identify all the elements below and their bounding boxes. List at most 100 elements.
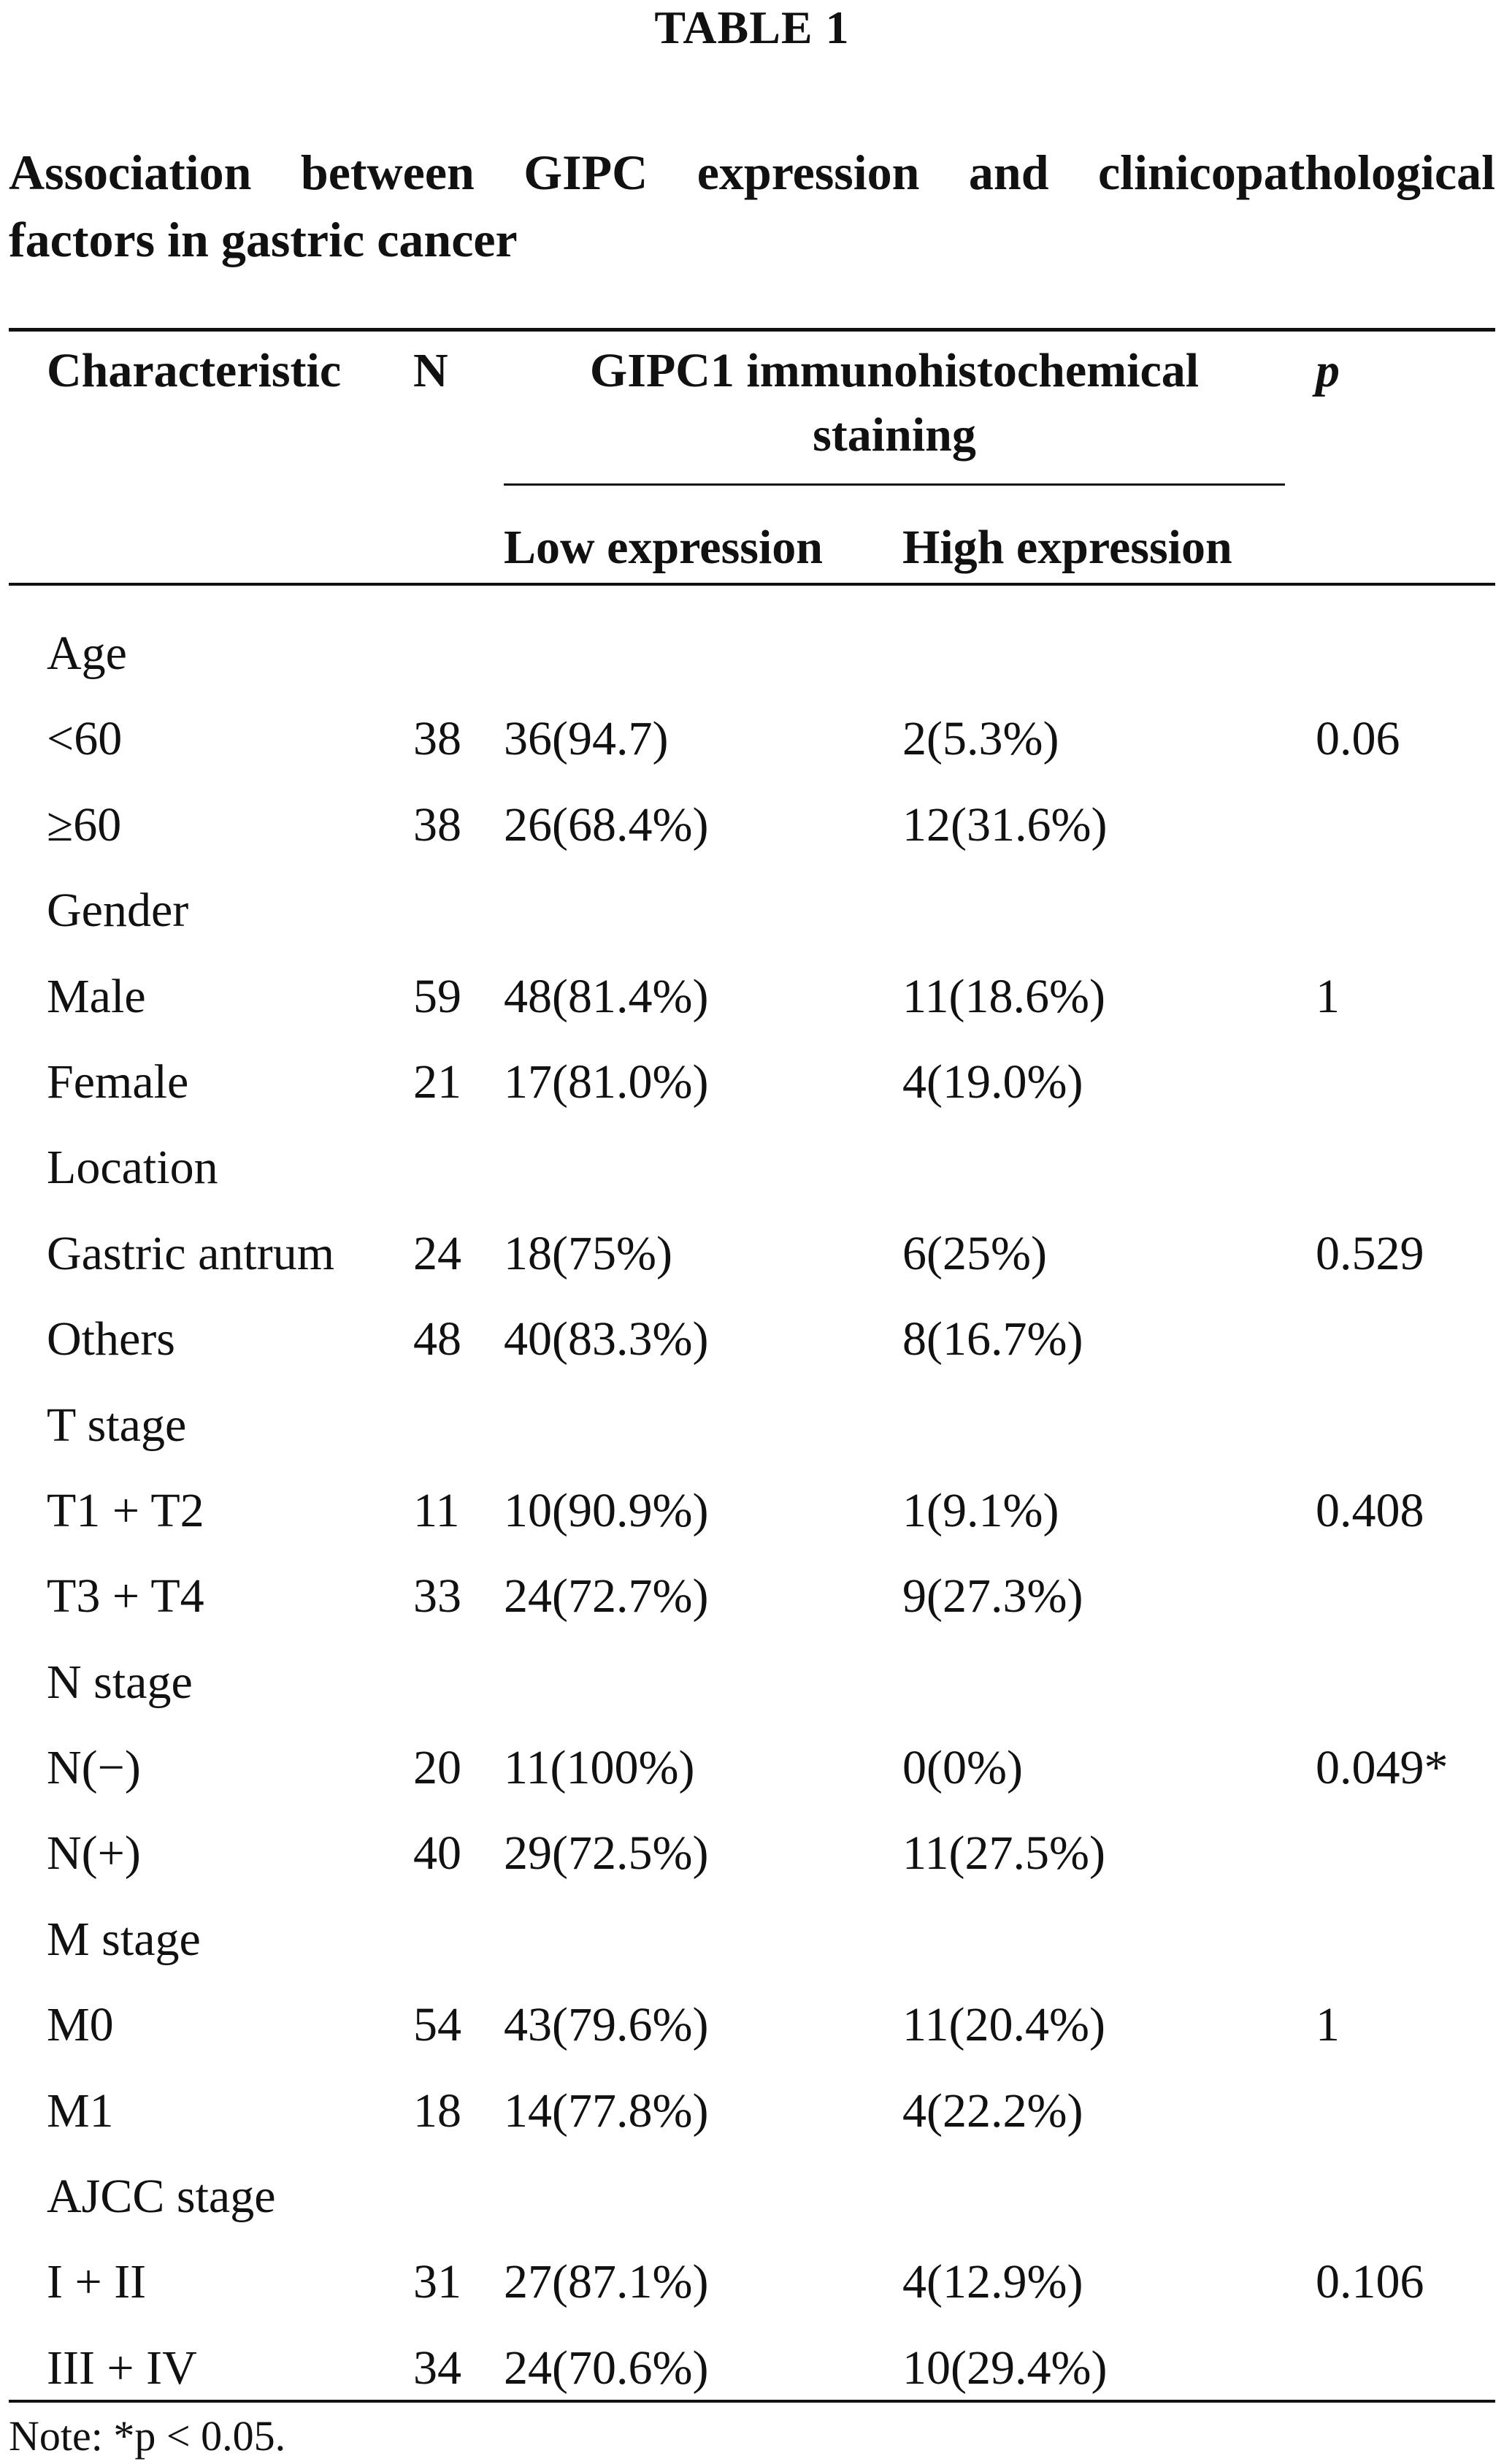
cell-characteristic: ≥60 bbox=[47, 797, 122, 852]
table-row: N(+) 40 29(72.5%) 11(27.5%) bbox=[0, 1813, 1504, 1899]
cell-low-expression: 17(81.0%) bbox=[504, 1055, 709, 1109]
cell-characteristic: Location bbox=[47, 1141, 218, 1195]
cell-high-expression: 4(22.2%) bbox=[902, 2084, 1083, 2138]
cell-high-expression: 4(12.9%) bbox=[902, 2255, 1083, 2309]
cell-characteristic: <60 bbox=[47, 712, 123, 766]
header-group-rule bbox=[504, 483, 1285, 486]
table-row: T1 + T2 11 10(90.9%) 1(9.1%) 0.408 bbox=[0, 1471, 1504, 1556]
cell-high-expression: 4(19.0%) bbox=[902, 1055, 1083, 1109]
header-n: N bbox=[413, 344, 448, 397]
cell-n: 21 bbox=[413, 1055, 461, 1109]
table-row: AJCC stage bbox=[0, 2157, 1504, 2242]
cell-n: 38 bbox=[413, 712, 461, 766]
table-row: T stage bbox=[0, 1385, 1504, 1471]
header-bottom-rule bbox=[9, 583, 1495, 586]
cell-p-value: 0.049* bbox=[1316, 1741, 1449, 1795]
header-high-expression: High expression bbox=[902, 521, 1232, 574]
table-row: M stage bbox=[0, 1899, 1504, 1985]
cell-characteristic: T3 + T4 bbox=[47, 1569, 204, 1623]
cell-p-value: 0.408 bbox=[1316, 1483, 1424, 1537]
cell-n: 24 bbox=[413, 1226, 461, 1280]
caption-line-1: Association between GIPC expression and … bbox=[9, 145, 1495, 200]
cell-characteristic: N stage bbox=[47, 1655, 193, 1709]
cell-characteristic: N(+) bbox=[47, 1826, 141, 1880]
cell-low-expression: 14(77.8%) bbox=[504, 2084, 709, 2138]
cell-n: 54 bbox=[413, 1998, 461, 2052]
cell-characteristic: M stage bbox=[47, 1912, 201, 1966]
table-row: N(−) 20 11(100%) 0(0%) 0.049* bbox=[0, 1728, 1504, 1813]
table-row: Others 48 40(83.3%) 8(16.7%) bbox=[0, 1299, 1504, 1385]
cell-characteristic: N(−) bbox=[47, 1741, 141, 1795]
header-low-expression: Low expression bbox=[504, 521, 823, 574]
table-row: Location bbox=[0, 1128, 1504, 1213]
table-row: Age bbox=[0, 613, 1504, 699]
table-body: Age <60 38 36(94.7) 2(5.3%) 0.06 ≥60 38 26(68.4%… bbox=[0, 613, 1504, 2414]
cell-characteristic: III + IV bbox=[47, 2341, 197, 2395]
cell-p-value: 0.529 bbox=[1316, 1226, 1424, 1280]
cell-p-value: 1 bbox=[1316, 1998, 1340, 2052]
cell-characteristic: Others bbox=[47, 1312, 175, 1366]
cell-p-value: 1 bbox=[1316, 969, 1340, 1023]
cell-n: 18 bbox=[413, 2084, 461, 2138]
cell-low-expression: 18(75%) bbox=[504, 1226, 672, 1280]
cell-high-expression: 9(27.3%) bbox=[902, 1569, 1083, 1623]
cell-low-expression: 24(70.6%) bbox=[504, 2341, 709, 2395]
table-row: Gastric antrum 24 18(75%) 6(25%) 0.529 bbox=[0, 1214, 1504, 1299]
cell-n: 33 bbox=[413, 1569, 461, 1623]
cell-high-expression: 12(31.6%) bbox=[902, 797, 1108, 852]
header-gipc1-staining: GIPC1 immunohistochemical staining bbox=[589, 344, 1200, 462]
cell-low-expression: 29(72.5%) bbox=[504, 1826, 709, 1880]
cell-high-expression: 11(18.6%) bbox=[902, 969, 1105, 1023]
cell-characteristic: Male bbox=[47, 969, 146, 1023]
cell-characteristic: Gender bbox=[47, 884, 189, 938]
cell-n: 31 bbox=[413, 2255, 461, 2309]
cell-low-expression: 11(100%) bbox=[504, 1741, 695, 1795]
cell-n: 48 bbox=[413, 1312, 461, 1366]
table-row: M1 18 14(77.8%) 4(22.2%) bbox=[0, 2071, 1504, 2157]
cell-characteristic: M1 bbox=[47, 2084, 114, 2138]
cell-low-expression: 40(83.3%) bbox=[504, 1312, 709, 1366]
cell-characteristic: M0 bbox=[47, 1998, 114, 2052]
table-row: Male 59 48(81.4%) 11(18.6%) 1 bbox=[0, 957, 1504, 1042]
cell-low-expression: 10(90.9%) bbox=[504, 1483, 709, 1537]
table-label: TABLE 1 bbox=[654, 1, 850, 53]
cell-high-expression: 11(20.4%) bbox=[902, 1998, 1105, 2052]
table-row: T3 + T4 33 24(72.7%) 9(27.3%) bbox=[0, 1556, 1504, 1642]
header-characteristic: Characteristic bbox=[47, 344, 342, 397]
caption-line-2: factors in gastric cancer bbox=[9, 212, 518, 267]
cell-high-expression: 8(16.7%) bbox=[902, 1312, 1083, 1366]
table-row: Gender bbox=[0, 871, 1504, 956]
cell-high-expression: 2(5.3%) bbox=[902, 712, 1059, 766]
cell-p-value: 0.06 bbox=[1316, 712, 1400, 766]
cell-high-expression: 6(25%) bbox=[902, 1226, 1047, 1280]
cell-characteristic: AJCC stage bbox=[47, 2170, 276, 2224]
cell-high-expression: 0(0%) bbox=[902, 1741, 1023, 1795]
table-row: ≥60 38 26(68.4%) 12(31.6%) bbox=[0, 785, 1504, 871]
cell-n: 40 bbox=[413, 1826, 461, 1880]
header-p-value: p bbox=[1316, 344, 1340, 397]
cell-n: 38 bbox=[413, 797, 461, 852]
cell-n: 11 bbox=[413, 1483, 460, 1537]
cell-low-expression: 26(68.4%) bbox=[504, 797, 709, 852]
cell-low-expression: 43(79.6%) bbox=[504, 1998, 709, 2052]
table-row: N stage bbox=[0, 1642, 1504, 1728]
cell-high-expression: 11(27.5%) bbox=[902, 1826, 1105, 1880]
table-row: <60 38 36(94.7) 2(5.3%) 0.06 bbox=[0, 699, 1504, 784]
cell-low-expression: 24(72.7%) bbox=[504, 1569, 709, 1623]
cell-characteristic: Female bbox=[47, 1055, 189, 1109]
table-row: M0 54 43(79.6%) 11(20.4%) 1 bbox=[0, 1985, 1504, 2070]
table-row: III + IV 34 24(70.6%) 10(29.4%) bbox=[0, 2328, 1504, 2414]
cell-characteristic: I + II bbox=[47, 2255, 147, 2309]
cell-characteristic: T stage bbox=[47, 1398, 187, 1452]
cell-n: 20 bbox=[413, 1741, 461, 1795]
cell-low-expression: 27(87.1%) bbox=[504, 2255, 709, 2309]
table-bottom-rule bbox=[9, 2400, 1495, 2403]
cell-low-expression: 48(81.4%) bbox=[504, 969, 709, 1023]
cell-n: 59 bbox=[413, 969, 461, 1023]
table-row: I + II 31 27(87.1%) 4(12.9%) 0.106 bbox=[0, 2242, 1504, 2327]
cell-high-expression: 10(29.4%) bbox=[902, 2341, 1108, 2395]
table-row: Female 21 17(81.0%) 4(19.0%) bbox=[0, 1042, 1504, 1128]
cell-characteristic: Gastric antrum bbox=[47, 1226, 335, 1280]
cell-n: 34 bbox=[413, 2341, 461, 2395]
